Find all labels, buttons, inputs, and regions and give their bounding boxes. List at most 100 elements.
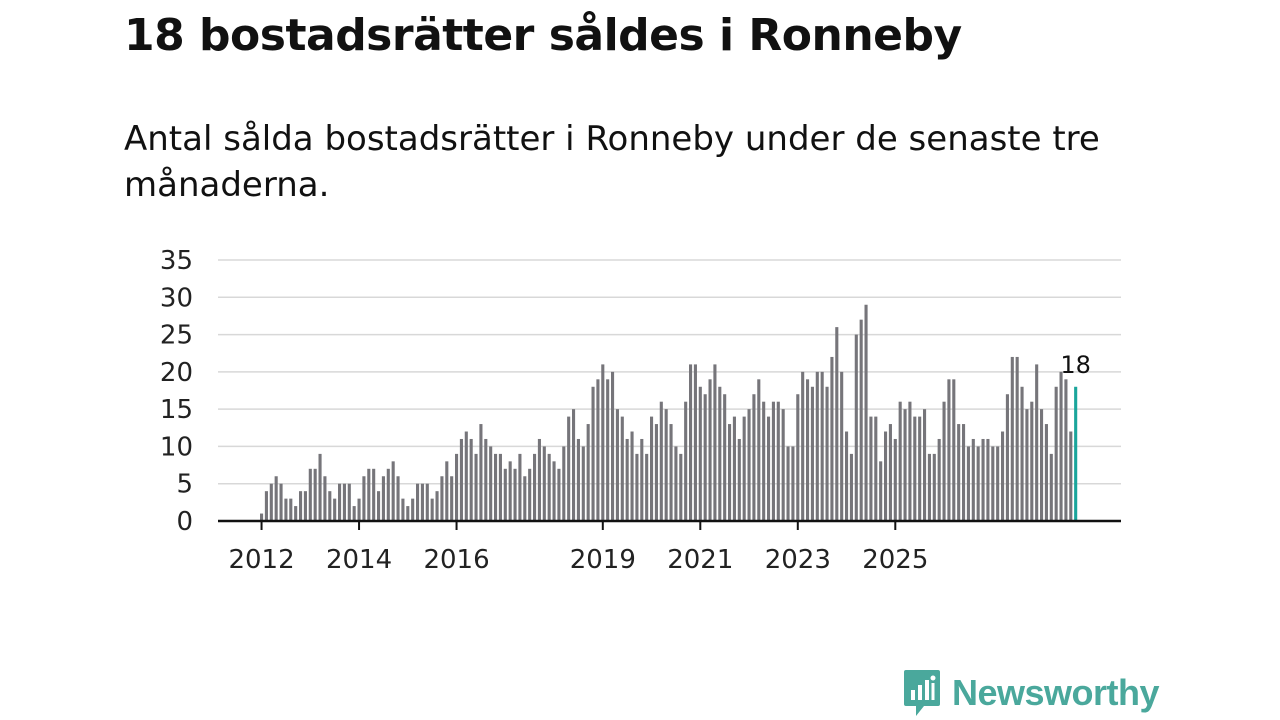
bar bbox=[377, 491, 381, 521]
bar bbox=[586, 424, 590, 521]
bar bbox=[601, 364, 605, 521]
x-tick-label: 2016 bbox=[423, 545, 489, 575]
bar bbox=[976, 446, 980, 521]
bar bbox=[284, 498, 288, 521]
bar bbox=[299, 491, 303, 521]
bar bbox=[962, 424, 966, 521]
bar bbox=[445, 461, 449, 521]
bar bbox=[352, 506, 356, 521]
bar bbox=[908, 401, 912, 521]
bar bbox=[664, 409, 668, 521]
chart-subtitle: Antal sålda bostadsrätter i Ronneby unde… bbox=[124, 119, 1100, 205]
bar bbox=[289, 498, 293, 521]
bar bbox=[308, 468, 312, 521]
y-tick-label: 10 bbox=[160, 432, 193, 462]
bar bbox=[362, 476, 366, 521]
bar bbox=[786, 446, 790, 521]
bar bbox=[318, 453, 322, 521]
bar bbox=[469, 438, 473, 521]
bar bbox=[806, 379, 810, 521]
bar bbox=[845, 431, 849, 521]
bars bbox=[260, 304, 1078, 521]
bar bbox=[689, 364, 693, 521]
highlight-value-label: 18 bbox=[1060, 351, 1091, 379]
bar bbox=[416, 483, 420, 521]
bar-highlight bbox=[1074, 386, 1078, 521]
bar bbox=[386, 468, 390, 521]
bar bbox=[888, 424, 892, 521]
bar bbox=[260, 513, 264, 521]
bar bbox=[435, 491, 439, 521]
bar bbox=[313, 468, 317, 521]
bar bbox=[357, 498, 361, 521]
bar bbox=[430, 498, 434, 521]
bar bbox=[1010, 356, 1014, 521]
annotations: 18 bbox=[1060, 351, 1091, 379]
bar bbox=[440, 476, 444, 521]
y-tick-label: 20 bbox=[160, 358, 193, 388]
brand-logo: Newsworthy bbox=[902, 668, 1160, 718]
bar bbox=[479, 424, 483, 521]
bar bbox=[513, 468, 517, 521]
bar bbox=[367, 468, 371, 521]
bar bbox=[645, 453, 649, 521]
bar bbox=[557, 468, 561, 521]
bar bbox=[1040, 409, 1044, 521]
x-tick-label: 2019 bbox=[570, 545, 636, 575]
bar bbox=[752, 394, 756, 521]
bar bbox=[269, 483, 273, 521]
bar bbox=[606, 379, 610, 521]
bar bbox=[406, 506, 410, 521]
bar bbox=[401, 498, 405, 521]
bar bbox=[338, 483, 342, 521]
bar bbox=[742, 416, 746, 521]
bar bbox=[747, 409, 751, 521]
y-tick-label: 15 bbox=[160, 395, 193, 425]
gridlines bbox=[218, 259, 1121, 485]
bar bbox=[494, 453, 498, 521]
bar bbox=[420, 483, 424, 521]
bar bbox=[279, 483, 283, 521]
bar bbox=[567, 416, 571, 521]
brand-name: Newsworthy bbox=[952, 672, 1160, 713]
bar bbox=[1001, 431, 1005, 521]
bar bbox=[991, 446, 995, 521]
bar bbox=[1069, 431, 1073, 521]
x-axis bbox=[218, 519, 1121, 530]
bar bbox=[1059, 371, 1063, 521]
x-tick-label: 2025 bbox=[862, 545, 928, 575]
x-axis-tick-labels: 2012 2014 2016 2019 2021 2023 2025 bbox=[228, 545, 928, 575]
bar bbox=[728, 424, 732, 521]
bar bbox=[913, 416, 917, 521]
bar bbox=[342, 483, 346, 521]
bar bbox=[849, 453, 853, 521]
x-tick-label: 2014 bbox=[326, 545, 392, 575]
bar bbox=[815, 371, 819, 521]
bar bbox=[767, 416, 771, 521]
bar bbox=[762, 401, 766, 521]
bar bbox=[537, 438, 541, 521]
bar bbox=[542, 446, 546, 521]
x-tick-label: 2021 bbox=[667, 545, 733, 575]
bar bbox=[1044, 424, 1048, 521]
bar bbox=[737, 438, 741, 521]
bar bbox=[669, 424, 673, 521]
bar bbox=[1005, 394, 1009, 521]
bar bbox=[869, 416, 873, 521]
x-tick-label: 2023 bbox=[765, 545, 831, 575]
bar bbox=[1054, 386, 1058, 521]
bar bbox=[810, 386, 814, 521]
bar bbox=[703, 394, 707, 521]
bar bbox=[489, 446, 493, 521]
bar bbox=[464, 431, 468, 521]
bar bbox=[372, 468, 376, 521]
bar bbox=[1064, 379, 1068, 521]
bar bbox=[323, 476, 327, 521]
bar bbox=[947, 379, 951, 521]
bar bbox=[781, 409, 785, 521]
bar bbox=[630, 431, 634, 521]
bar bbox=[576, 438, 580, 521]
bar bbox=[684, 401, 688, 521]
y-tick-label: 0 bbox=[176, 507, 193, 537]
